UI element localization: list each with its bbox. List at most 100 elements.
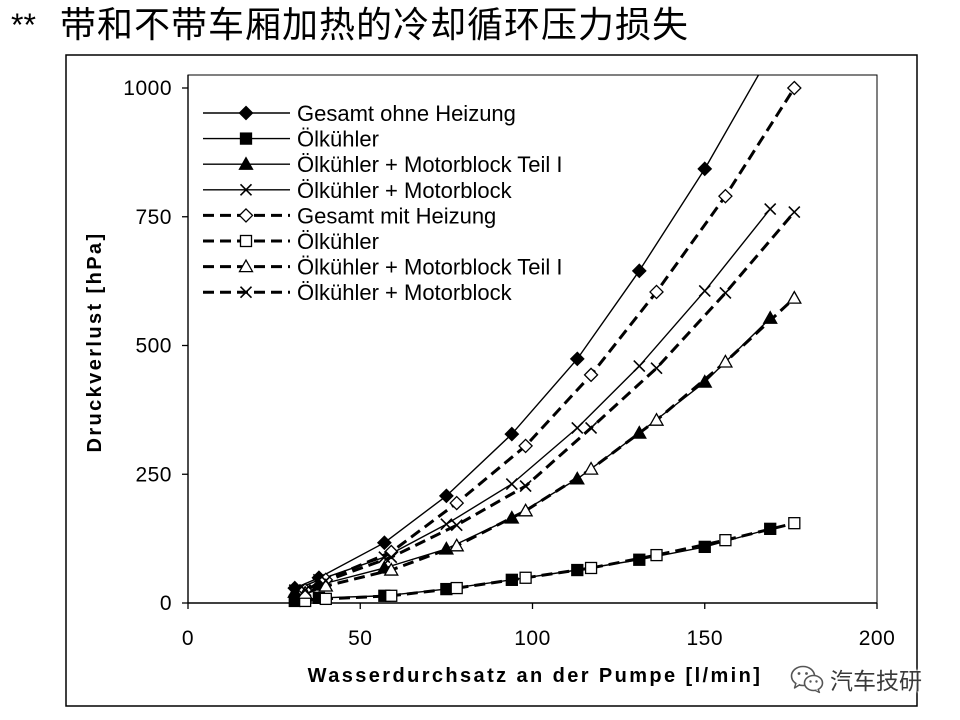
- series-7-point-6: [583, 461, 599, 475]
- series-7-point-4: [449, 538, 465, 552]
- series-1-point-8: [697, 161, 713, 177]
- legend-label: Ölkühler + Motorblock Teil I: [297, 152, 563, 177]
- series-2-point-4: [440, 582, 453, 596]
- slide-title: 带和不带车厢加热的冷却循环压力损失: [60, 5, 690, 45]
- series-2-point-9: [764, 522, 777, 535]
- y-tick-label: 250: [135, 463, 172, 486]
- legend-label: Ölkühler + Motorblock Teil I: [297, 255, 563, 280]
- y-tick-label: 750: [135, 206, 172, 229]
- legend-marker: [238, 105, 254, 121]
- series-2-point-7: [633, 553, 646, 566]
- series-4-point-4: [440, 518, 453, 531]
- legend-item-1: Gesamt ohne Heizung: [203, 101, 516, 126]
- series-2-point-5: [505, 573, 518, 586]
- series-6-point-6: [584, 561, 598, 575]
- series-2-markers: [288, 522, 777, 608]
- series-5-point-3: [383, 544, 399, 560]
- series-6-point-8: [719, 534, 732, 547]
- series-1-point-4: [438, 488, 454, 504]
- wechat-icon: [790, 664, 824, 694]
- series-8-markers: [299, 206, 801, 597]
- series-8-point-3: [385, 551, 398, 564]
- series-5-point-8: [718, 188, 733, 204]
- series-3-point-7: [631, 425, 647, 439]
- legend-item-5: Gesamt mit Heizung: [203, 203, 496, 228]
- legend-label: Ölkühler: [297, 127, 379, 152]
- series-7-line: [304, 297, 796, 595]
- series-1-point-5: [504, 426, 520, 442]
- series-5-point-6: [583, 367, 599, 383]
- legend-item-3: Ölkühler + Motorblock Teil I: [203, 152, 563, 177]
- series-8-point-7: [650, 362, 663, 375]
- legend-marker: [239, 234, 253, 248]
- series-8-point-2: [319, 574, 332, 587]
- series-3-point-9: [762, 310, 778, 324]
- series-4-point-8: [698, 284, 711, 297]
- title-prefix: **: [11, 7, 36, 43]
- series-2-point-6: [571, 563, 584, 577]
- series-1-point-3: [376, 535, 392, 551]
- x-axis-title: Wasserdurchsatz an der Pumpe [l/min]: [308, 665, 763, 687]
- series-3-point-6: [569, 471, 585, 485]
- y-axis-title: Druckverlust [hPa]: [84, 231, 106, 452]
- x-tick-label: 50: [348, 627, 372, 650]
- series-6-point-7: [650, 548, 663, 562]
- legend-marker: [239, 286, 253, 299]
- series-5-point-4: [449, 495, 465, 511]
- series-7-point-5: [517, 502, 534, 517]
- series-4-point-6: [571, 421, 584, 434]
- legend-item-2: Ölkühler: [203, 127, 379, 152]
- watermark: 汽车技研: [790, 662, 922, 696]
- series-5-point-9: [786, 80, 802, 96]
- series-8-point-5: [519, 480, 532, 493]
- series-8-point-8: [719, 286, 732, 300]
- series-7-point-7: [648, 412, 665, 426]
- series-7-point-2: [318, 578, 334, 592]
- legend-label: Gesamt mit Heizung: [297, 203, 496, 228]
- y-tick-label: 0: [160, 592, 172, 615]
- watermark-text: 汽车技研: [830, 669, 922, 695]
- series-8-point-6: [584, 421, 598, 434]
- legend-item-7: Ölkühler + Motorblock Teil I: [203, 255, 563, 280]
- series-7-markers: [297, 290, 802, 599]
- y-axis: 0 250 500 750 1000: [123, 75, 189, 615]
- x-tick-label: 100: [514, 627, 551, 650]
- series-4-point-5: [505, 477, 518, 491]
- legend-item-8: Ölkühler + Motorblock: [203, 280, 513, 305]
- series-6-point-9: [788, 517, 801, 530]
- series-4-point-7: [633, 360, 646, 373]
- legend-marker: [238, 258, 254, 273]
- series-4-point-9: [764, 202, 777, 216]
- legend-marker: [239, 183, 253, 196]
- series-8-point-1: [299, 584, 312, 597]
- series-8-point-9: [788, 206, 801, 219]
- legend-marker: [239, 132, 253, 145]
- series-5-point-7: [649, 284, 664, 300]
- series-6-point-2: [319, 592, 332, 606]
- series-8-point-4: [450, 519, 463, 532]
- series-3-point-5: [504, 510, 520, 524]
- legend-label: Gesamt ohne Heizung: [297, 101, 516, 126]
- series-3-point-8: [697, 374, 713, 388]
- legend-marker: [238, 156, 254, 170]
- series-6-point-3: [385, 589, 398, 602]
- series-4-point-1: [288, 584, 301, 597]
- y-tick-label: 500: [135, 335, 172, 358]
- x-tick-label: 150: [686, 627, 723, 650]
- series-7-point-9: [786, 290, 802, 304]
- legend-item-4: Ölkühler + Motorblock: [203, 178, 513, 203]
- series-1-point-6: [569, 351, 585, 367]
- series-1-point-7: [631, 263, 647, 279]
- x-tick-label: 0: [182, 627, 194, 650]
- legend-label: Ölkühler + Motorblock: [297, 280, 513, 305]
- legend-label: Ölkühler: [297, 229, 379, 254]
- series-6-markers: [298, 517, 801, 608]
- legend-marker: [238, 207, 254, 223]
- x-tick-label: 200: [859, 627, 896, 650]
- series-2-point-8: [698, 540, 711, 554]
- series-7-point-8: [717, 354, 734, 368]
- legend-item-6: Ölkühler: [203, 229, 379, 254]
